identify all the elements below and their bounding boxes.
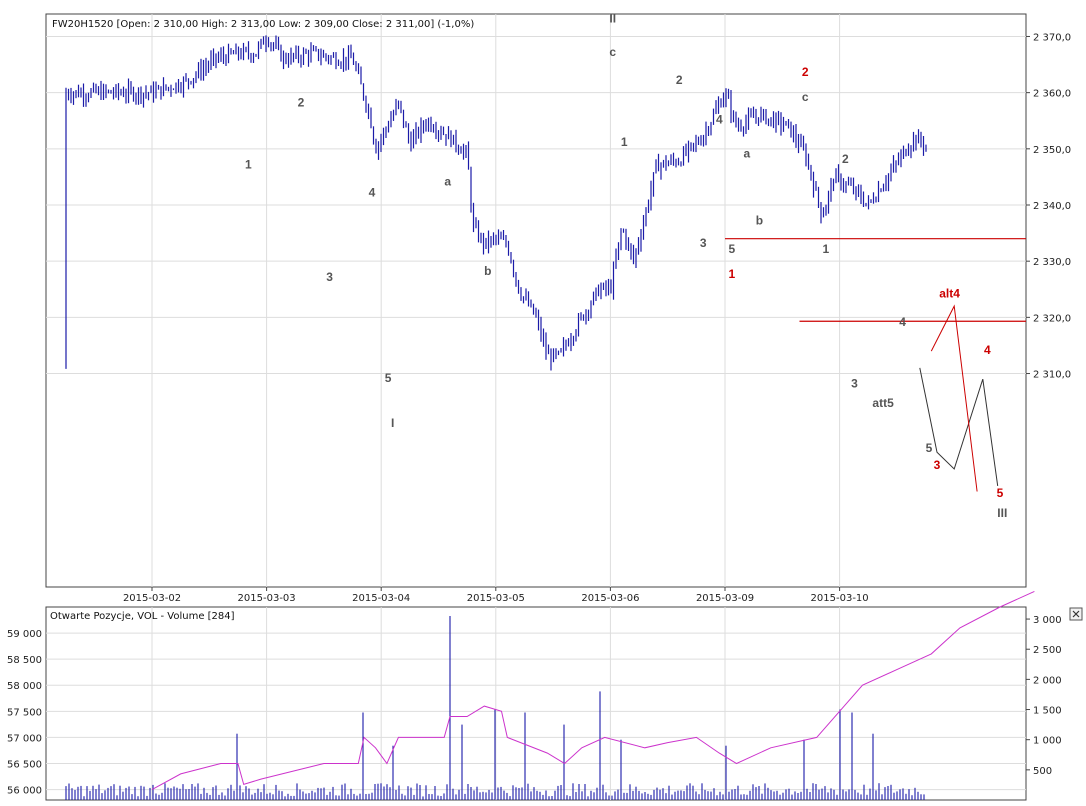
price-x-tick-label: 2015-03-03 [238,593,296,604]
wave-label: 4 [716,113,723,127]
wave-label: 2 [802,65,809,79]
open-interest-tick-label: 56 500 [7,759,42,770]
volume-tick-label: 1 500 [1033,706,1062,717]
price-panel-title: FW20H1520 [Open: 2 310,00 High: 2 313,00… [52,19,474,30]
price-y-tick-label: 2 360,0 [1033,89,1071,100]
price-x-tick-label: 2015-03-05 [467,593,525,604]
wave-label: b [484,264,491,278]
wave-label: 2 [676,73,683,87]
wave-label: 4 [369,186,376,200]
projection-path [919,367,999,486]
wave-label: 3 [700,236,707,250]
volume-tick-label: 1 000 [1033,736,1062,747]
price-panel-frame [45,13,1027,588]
wave-label: 1 [245,158,252,172]
price-grid [46,14,1026,587]
volume-panel-frame [45,606,1027,801]
wave-label: III [997,506,1007,520]
price-y-tick-label: 2 330,0 [1033,257,1071,268]
volume-tick-label: 2 500 [1033,645,1062,656]
close-icon [1072,610,1080,618]
wave-label: 3 [326,270,333,284]
volume-tick-label: 500 [1033,766,1052,777]
open-interest-tick-label: 56 000 [7,786,42,797]
volume-tick-label: 3 000 [1033,615,1062,626]
price-y-axis: 2 310,0 2 320,0 2 330,0 2 340,0 2 350,0 2 360… [1026,32,1071,381]
price-x-axis: 2015-03-02 2015-03-03 2015-03-04 2015-03-05… [123,587,869,604]
wave-label: 5 [926,441,933,455]
price-x-tick-label: 2015-03-10 [811,593,869,604]
wave-label: 4 [984,343,991,357]
wave-label: c [609,45,616,59]
wave-label: 5 [385,371,392,385]
open-interest-tick-label: 57 500 [7,707,42,718]
volume-axis: 500 1 000 1 500 2 000 2 500 3 000 [1026,615,1062,777]
volume-tick-label: 2 000 [1033,675,1062,686]
price-y-tick-label: 2 320,0 [1033,313,1071,324]
wave-label: c [802,90,809,104]
open-interest-axis: 56 000 56 500 57 000 57 500 58 000 58 500 59 0… [7,629,42,796]
projection-path [930,304,978,492]
price-y-tick-label: 2 310,0 [1033,370,1071,381]
wave-label: 3 [851,377,858,391]
wave-label: 5 [997,486,1004,500]
wave-label: 2 [298,96,305,110]
wave-label: a [444,174,451,188]
open-interest-series [151,590,1035,791]
price-x-tick-label: 2015-03-04 [352,593,410,604]
wave-label: att5 [872,396,894,410]
price-x-tick-label: 2015-03-06 [581,593,639,604]
close-panel-button[interactable] [1069,607,1083,621]
volume-bars [65,616,925,800]
wave-label: alt4 [939,287,960,301]
volume-panel-title: Otwarte Pozycje, VOL - Volume [284] [50,611,235,622]
open-interest-line [151,590,1035,791]
wave-label: II [609,11,616,25]
price-x-tick-label: 2015-03-09 [696,593,754,604]
price-annotation-lines [725,238,1026,492]
volume-grid [46,607,1026,800]
wave-label: 1 [621,135,628,149]
open-interest-tick-label: 59 000 [7,629,42,640]
wave-label: 3 [934,458,941,472]
open-interest-tick-label: 57 000 [7,733,42,744]
open-interest-tick-label: 58 500 [7,655,42,666]
wave-label: 4 [899,315,906,329]
wave-label: b [756,214,763,228]
open-interest-tick-label: 58 000 [7,681,42,692]
price-y-tick-label: 2 340,0 [1033,201,1071,212]
price-bars [65,35,927,371]
wave-label: 1 [729,267,736,281]
price-x-tick-label: 2015-03-02 [123,593,181,604]
wave-label: 5 [729,242,736,256]
price-y-tick-label: 2 370,0 [1033,32,1071,43]
wave-label: a [743,146,750,160]
wave-label: 2 [842,152,849,166]
wave-label: I [391,416,394,430]
wave-label: 1 [822,242,829,256]
price-y-tick-label: 2 350,0 [1033,145,1071,156]
